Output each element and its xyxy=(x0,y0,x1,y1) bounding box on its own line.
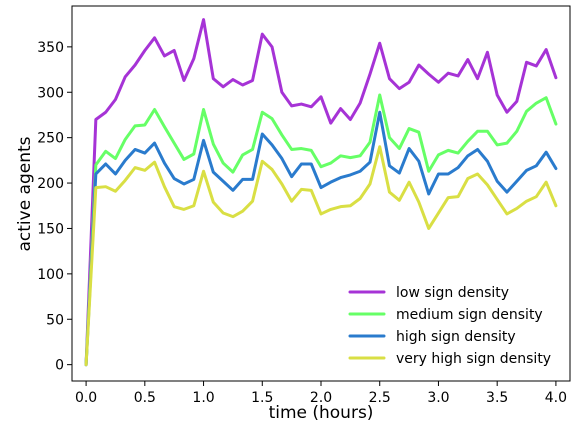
legend-label: low sign density xyxy=(396,285,509,301)
legend-label: medium sign density xyxy=(396,307,543,323)
x-tick-label: 3.0 xyxy=(427,390,449,406)
y-tick-label: 250 xyxy=(37,131,64,147)
y-tick-label: 350 xyxy=(37,40,64,56)
legend: low sign density medium sign density high … xyxy=(348,285,551,367)
y-tick-label: 200 xyxy=(37,176,64,192)
x-tick-label: 0.5 xyxy=(134,390,156,406)
series-line-high-sign-density xyxy=(84,110,558,367)
series-layer xyxy=(84,18,558,367)
y-tick-label: 150 xyxy=(37,221,64,237)
x-axis-title: time (hours) xyxy=(269,403,374,423)
x-tick-label: 3.5 xyxy=(486,390,508,406)
x-tick-label: 2.5 xyxy=(369,390,391,406)
x-tick-label: 1.0 xyxy=(192,390,214,406)
legend-item: medium sign density xyxy=(348,307,543,323)
y-axis-title: active agents xyxy=(15,136,35,251)
series-line-medium-sign-density xyxy=(84,93,558,367)
x-axis-ticks: 0.0 0.5 1.0 1.5 2.0 2.5 3.0 3.5 4.0 xyxy=(75,381,567,406)
legend-item: low sign density xyxy=(348,285,509,301)
x-tick-label: 2.0 xyxy=(310,390,332,406)
series-line-very-high-sign-density xyxy=(84,145,558,367)
y-tick-label: 300 xyxy=(37,85,64,101)
x-tick-label: 1.5 xyxy=(251,390,273,406)
legend-label: high sign density xyxy=(396,329,516,345)
x-tick-label: 0.0 xyxy=(75,390,97,406)
y-tick-label: 100 xyxy=(37,267,64,283)
legend-label: very high sign density xyxy=(396,351,551,367)
x-tick-label: 4.0 xyxy=(545,390,567,406)
y-axis-ticks: 0 50 100 150 200 250 300 350 xyxy=(37,40,72,374)
y-tick-label: 50 xyxy=(46,312,64,328)
series-line-low-sign-density xyxy=(84,18,558,367)
y-tick-label: 0 xyxy=(55,358,64,374)
plot-frame xyxy=(71,5,571,382)
legend-item: very high sign density xyxy=(348,351,551,367)
legend-item: high sign density xyxy=(348,329,516,345)
